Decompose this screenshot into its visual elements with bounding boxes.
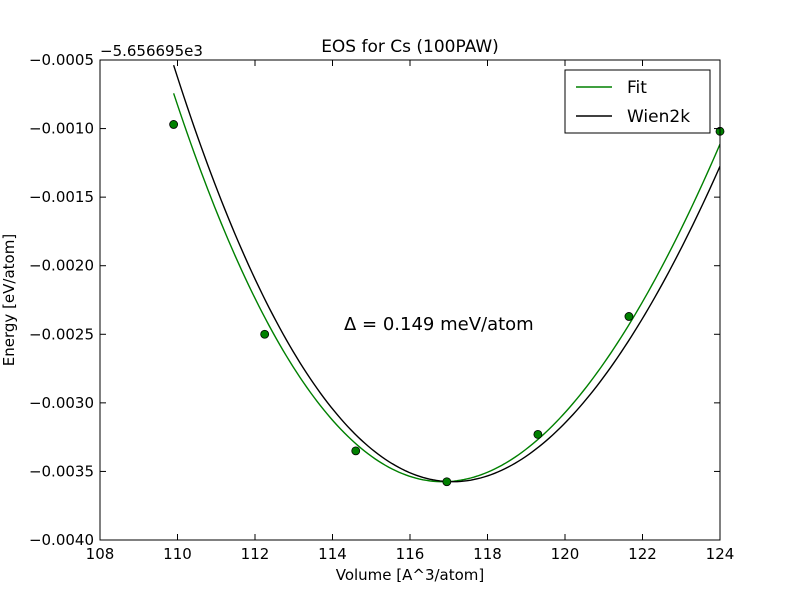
y-tick-label: −0.0015 [29, 188, 94, 206]
x-tick-label: 124 [706, 545, 735, 563]
legend-box [564, 69, 711, 134]
delta-annotation: Δ = 0.149 meV/atom [344, 314, 534, 335]
y-tick-label: −0.0005 [29, 51, 94, 69]
x-tick-label: 118 [473, 545, 502, 563]
data-point [351, 446, 361, 456]
x-tick-label: 108 [86, 545, 115, 563]
legend-label-fit: Fit [627, 78, 647, 98]
x-axis-label: Volume [A^3/atom] [336, 566, 485, 584]
y-tick-label: −0.0040 [29, 531, 94, 549]
y-axis: −0.0040 −0.0035 −0.0030 −0.0025 −0.0020 −0.00… [29, 51, 720, 549]
legend-label-wien2k: Wien2k [627, 107, 690, 127]
y-tick-label: −0.0035 [29, 462, 94, 480]
data-point [442, 477, 452, 487]
data-point [624, 312, 634, 321]
data-point [533, 429, 543, 439]
x-tick-label: 112 [241, 545, 270, 563]
legend: Fit Wien2k [564, 69, 711, 134]
x-tick-label: 120 [551, 545, 580, 563]
points-layer [169, 120, 725, 487]
data-point [260, 329, 270, 339]
y-tick-label: −0.0020 [29, 257, 94, 275]
y-axis-offset-label: −5.656695e3 [100, 42, 203, 60]
x-tick-label: 122 [628, 545, 657, 563]
y-tick-label: −0.0025 [29, 325, 94, 343]
plot-area [100, 60, 720, 540]
data-point [169, 120, 179, 129]
x-tick-label: 116 [396, 545, 425, 563]
y-tick-label: −0.0030 [29, 394, 94, 412]
y-axis-label: Energy [eV/atom] [0, 234, 18, 366]
x-tick-label: 110 [163, 545, 192, 563]
x-tick-label: 114 [318, 545, 347, 563]
y-tick-label: −0.0010 [29, 120, 94, 138]
x-axis: 108 110 112 114 116 118 120 122 124 [86, 60, 735, 563]
chart-title: EOS for Cs (100PAW) [321, 37, 499, 57]
